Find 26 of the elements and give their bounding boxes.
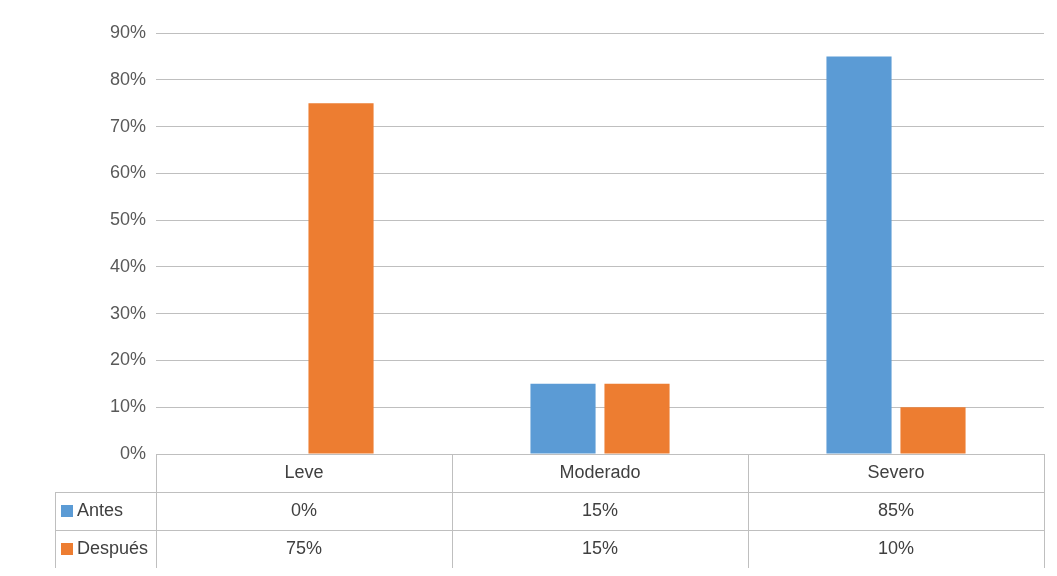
y-tick-label: 0% xyxy=(120,442,147,463)
data-label: 10% xyxy=(877,537,915,558)
bar xyxy=(530,383,596,454)
bar xyxy=(900,407,966,454)
x-tick-label: Moderado xyxy=(559,461,641,482)
y-tick-label: 50% xyxy=(110,209,147,230)
bar xyxy=(826,56,892,454)
y-tick-label: 70% xyxy=(110,115,147,136)
bar xyxy=(308,103,374,454)
x-tick-label: Leve xyxy=(284,461,324,482)
legend-label: Después xyxy=(77,537,149,558)
data-label: 0% xyxy=(291,499,318,520)
data-label: 85% xyxy=(877,499,915,520)
y-tick-label: 30% xyxy=(110,302,147,323)
y-tick-label: 40% xyxy=(110,255,147,276)
y-tick-label: 10% xyxy=(110,396,147,417)
legend-label: Antes xyxy=(77,499,124,520)
y-tick-label: 80% xyxy=(110,68,147,89)
data-label: 15% xyxy=(582,499,619,520)
data-label: 15% xyxy=(582,537,619,558)
x-tick-label: Severo xyxy=(867,461,925,482)
data-label: 75% xyxy=(286,537,323,558)
bar xyxy=(604,383,670,454)
y-tick-label: 20% xyxy=(110,349,147,370)
y-tick-label: 60% xyxy=(110,162,147,183)
y-tick-label: 90% xyxy=(110,21,147,42)
